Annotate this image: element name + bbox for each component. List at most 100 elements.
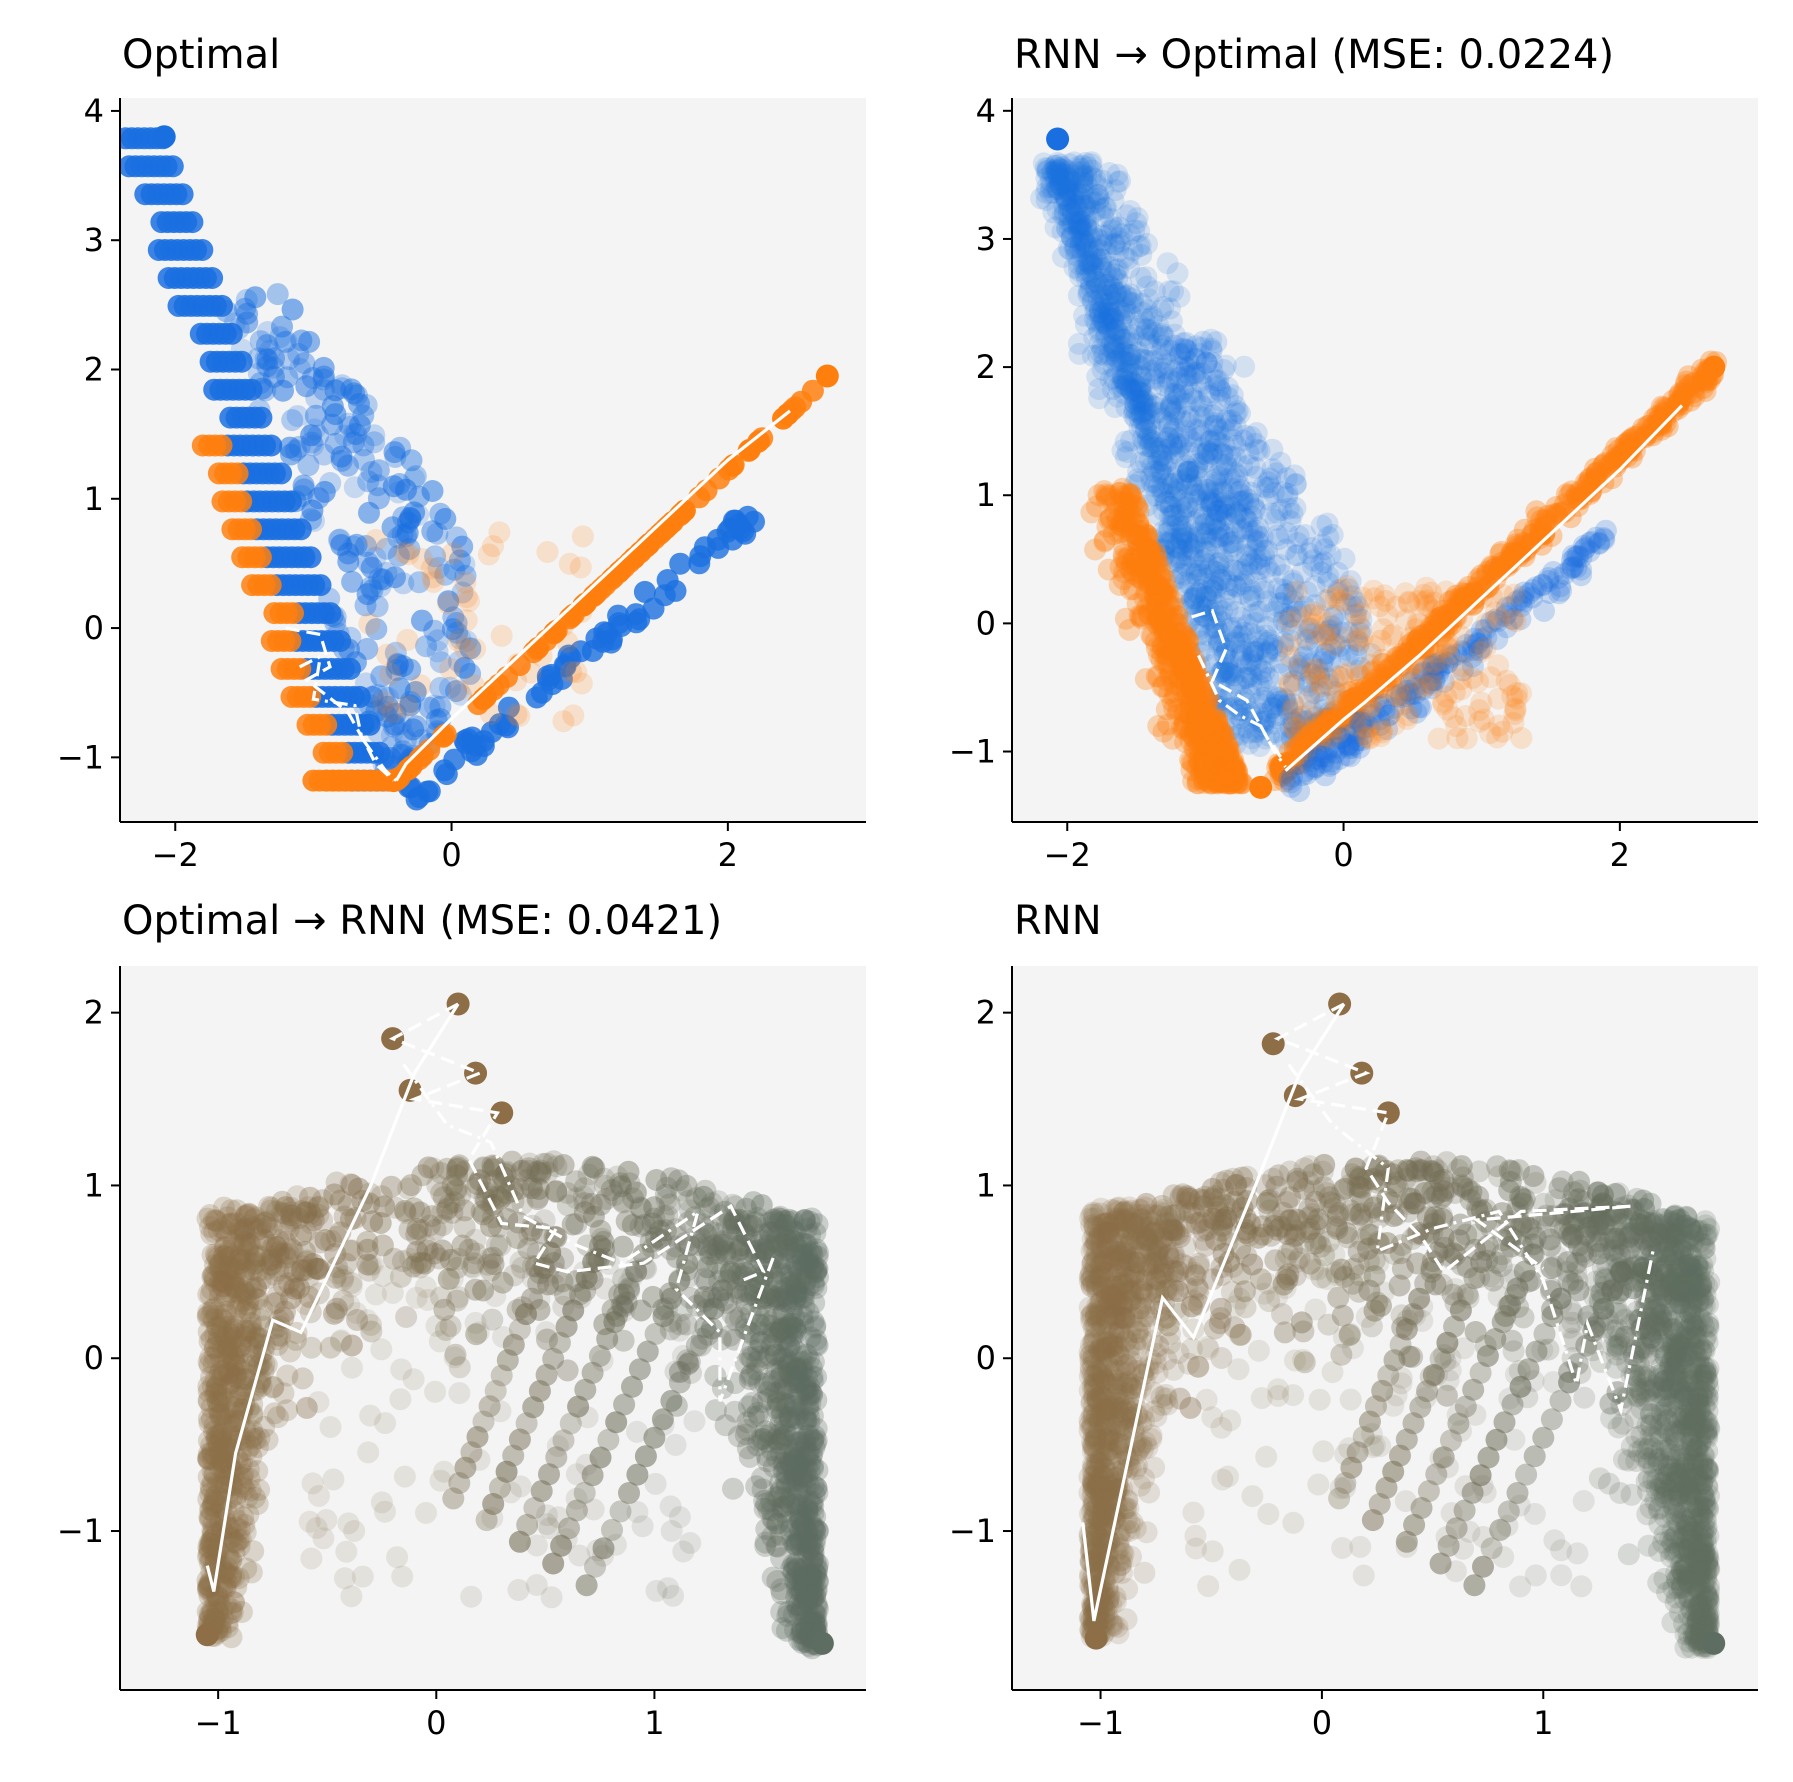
- data-point: [798, 1384, 821, 1407]
- data-point: [697, 1323, 719, 1346]
- data-point: [791, 1243, 814, 1266]
- data-point: [776, 1605, 799, 1627]
- data-point: [1056, 188, 1078, 211]
- data-point: [1269, 755, 1292, 777]
- data-point: [1082, 236, 1105, 259]
- data-point: [1157, 426, 1180, 449]
- data-point: [1166, 629, 1189, 651]
- data-point: [1128, 402, 1151, 425]
- data-point: [1369, 629, 1392, 652]
- data-point: [1157, 411, 1179, 434]
- data-point: [221, 518, 244, 541]
- data-point: [803, 1518, 826, 1541]
- data-point: [1205, 425, 1227, 448]
- data-point: [418, 696, 441, 719]
- data-point: [1057, 237, 1080, 260]
- data-point: [791, 1580, 814, 1603]
- data-point: [239, 1319, 261, 1342]
- data-point: [1273, 687, 1296, 710]
- data-point: [1256, 631, 1279, 654]
- data-point: [1094, 261, 1117, 284]
- data-point: [1205, 473, 1228, 496]
- data-point: [804, 1604, 827, 1627]
- data-point: [1274, 752, 1297, 775]
- data-point: [1156, 531, 1179, 554]
- data-point: [1184, 347, 1207, 370]
- data-point: [754, 1424, 777, 1447]
- data-point: [157, 267, 180, 289]
- data-point: [1176, 496, 1199, 519]
- data-point: [1175, 491, 1198, 514]
- data-point: [1253, 539, 1276, 562]
- data-point: [1070, 215, 1093, 238]
- data-point: [217, 1213, 240, 1235]
- data-point: [294, 1220, 317, 1243]
- data-point: [1284, 496, 1307, 519]
- data-point: [1231, 573, 1254, 596]
- data-point: [1562, 555, 1584, 578]
- data-point: [1072, 253, 1095, 276]
- data-point: [796, 1501, 819, 1524]
- data-point: [1314, 707, 1337, 730]
- data-point: [749, 1238, 771, 1261]
- data-point: [1451, 581, 1474, 604]
- x-tick-label: 0: [441, 836, 461, 874]
- data-point: [1505, 535, 1528, 558]
- data-point: [1130, 365, 1153, 388]
- data-point: [220, 1343, 243, 1366]
- data-point: [1187, 615, 1210, 638]
- data-point: [321, 605, 344, 627]
- data-point: [1185, 559, 1208, 582]
- data-point: [225, 1362, 248, 1385]
- data-point: [205, 1210, 228, 1233]
- data-point: [1318, 754, 1341, 777]
- data-point: [1157, 367, 1180, 390]
- data-point: [1321, 703, 1344, 725]
- data-point: [1064, 196, 1087, 219]
- data-point: [207, 1330, 230, 1353]
- data-point: [760, 1499, 783, 1522]
- data-point: [1441, 706, 1464, 729]
- data-point: [1310, 745, 1333, 768]
- data-point: [224, 1326, 247, 1349]
- data-point: [219, 1245, 242, 1268]
- data-point: [1135, 419, 1158, 442]
- data-point: [1213, 756, 1236, 779]
- data-point: [1183, 587, 1206, 610]
- data-point: [1216, 540, 1239, 563]
- data-point: [218, 1430, 241, 1453]
- data-point: [1218, 772, 1241, 795]
- data-point: [1193, 548, 1216, 571]
- data-point: [1470, 569, 1492, 592]
- data-point: [779, 1271, 802, 1294]
- data-point: [1125, 212, 1148, 235]
- data-point: [1432, 691, 1455, 713]
- data-point: [227, 1567, 250, 1590]
- data-point: [1277, 633, 1300, 656]
- data-point: [201, 1441, 224, 1464]
- data-point: [196, 1446, 219, 1469]
- data-point: [259, 1199, 282, 1222]
- data-point: [1203, 400, 1226, 423]
- data-point: [1128, 604, 1151, 627]
- data-point: [1368, 595, 1391, 618]
- data-point: [1227, 480, 1250, 503]
- data-point: [1219, 764, 1241, 786]
- data-point: [1248, 439, 1271, 462]
- data-point: [1486, 627, 1509, 650]
- data-point: [1187, 568, 1210, 591]
- data-point: [1467, 633, 1490, 655]
- data-point: [1239, 481, 1262, 504]
- data-point: [1310, 514, 1333, 537]
- data-point: [1335, 593, 1358, 616]
- data-point: [1107, 375, 1130, 398]
- data-point: [1356, 685, 1378, 708]
- data-point: [1604, 455, 1627, 478]
- data-point: [1197, 761, 1219, 784]
- data-point: [1275, 583, 1298, 606]
- data-point: [1193, 406, 1215, 429]
- data-point: [238, 1251, 261, 1274]
- data-point: [1574, 471, 1597, 494]
- data-point: [769, 1428, 791, 1451]
- data-point: [1289, 659, 1312, 682]
